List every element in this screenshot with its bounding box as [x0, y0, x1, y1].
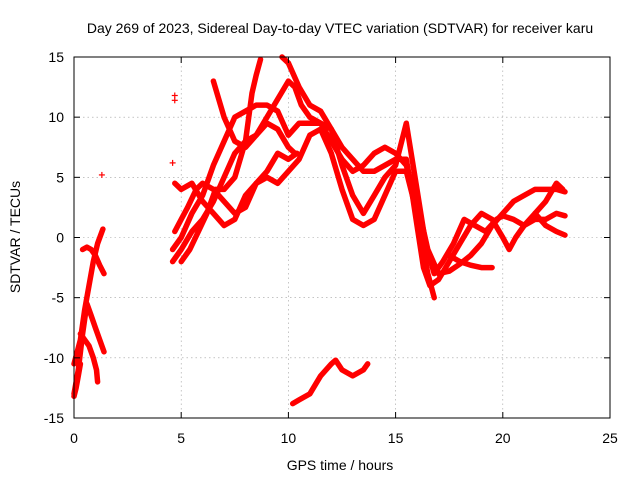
- x-tick-label: 25: [602, 430, 618, 446]
- x-tick-label: 0: [70, 430, 78, 446]
- y-tick-label: -15: [44, 410, 64, 426]
- y-tick-label: 0: [56, 230, 64, 246]
- grid: [74, 57, 610, 418]
- y-tick-labels: -15 -10 -5 0 5 10 15: [44, 49, 64, 426]
- series-layer: [71, 54, 568, 407]
- series-trace-s5: [71, 361, 84, 400]
- data-point: [98, 171, 105, 178]
- y-tick-label: -5: [52, 290, 65, 306]
- y-axis-label: SDTVAR / TECUs: [7, 181, 23, 293]
- series-trace-s11: [279, 54, 566, 277]
- y-tick-label: 10: [48, 109, 64, 125]
- y-tick-label: 15: [48, 49, 64, 65]
- series-trace-s10: [210, 78, 298, 157]
- x-tick-label: 15: [388, 430, 404, 446]
- y-tick-label: -10: [44, 350, 64, 366]
- x-tick-label: 5: [177, 430, 185, 446]
- series-trace-s15: [532, 210, 568, 238]
- axis-ticks: [73, 56, 611, 419]
- chart-title: Day 269 of 2023, Sidereal Day-to-day VTE…: [87, 20, 593, 36]
- series-trace-s9: [172, 126, 437, 301]
- series-trace-s3: [77, 331, 101, 385]
- y-tick-label: 5: [56, 169, 64, 185]
- x-tick-label: 10: [281, 430, 297, 446]
- series-trace-s8: [172, 150, 300, 235]
- x-axis-label: GPS time / hours: [287, 457, 394, 473]
- series-trace-s2: [71, 226, 106, 367]
- data-point: [171, 97, 178, 104]
- series-trace-s4: [79, 244, 107, 277]
- x-tick-labels: 0 5 10 15 20 25: [70, 430, 618, 446]
- series-trace-s12: [178, 56, 264, 265]
- series-trace-s14: [446, 252, 495, 271]
- x-tick-label: 20: [495, 430, 511, 446]
- series-trace-s13: [289, 357, 371, 407]
- data-point: [169, 159, 176, 166]
